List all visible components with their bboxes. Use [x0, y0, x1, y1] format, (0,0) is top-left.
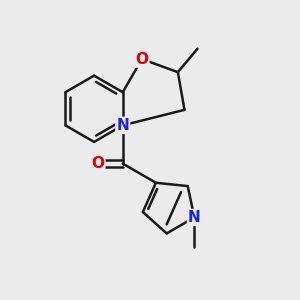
Text: N: N [188, 210, 201, 225]
Text: O: O [92, 156, 104, 171]
Text: N: N [116, 118, 129, 133]
Text: O: O [135, 52, 148, 67]
